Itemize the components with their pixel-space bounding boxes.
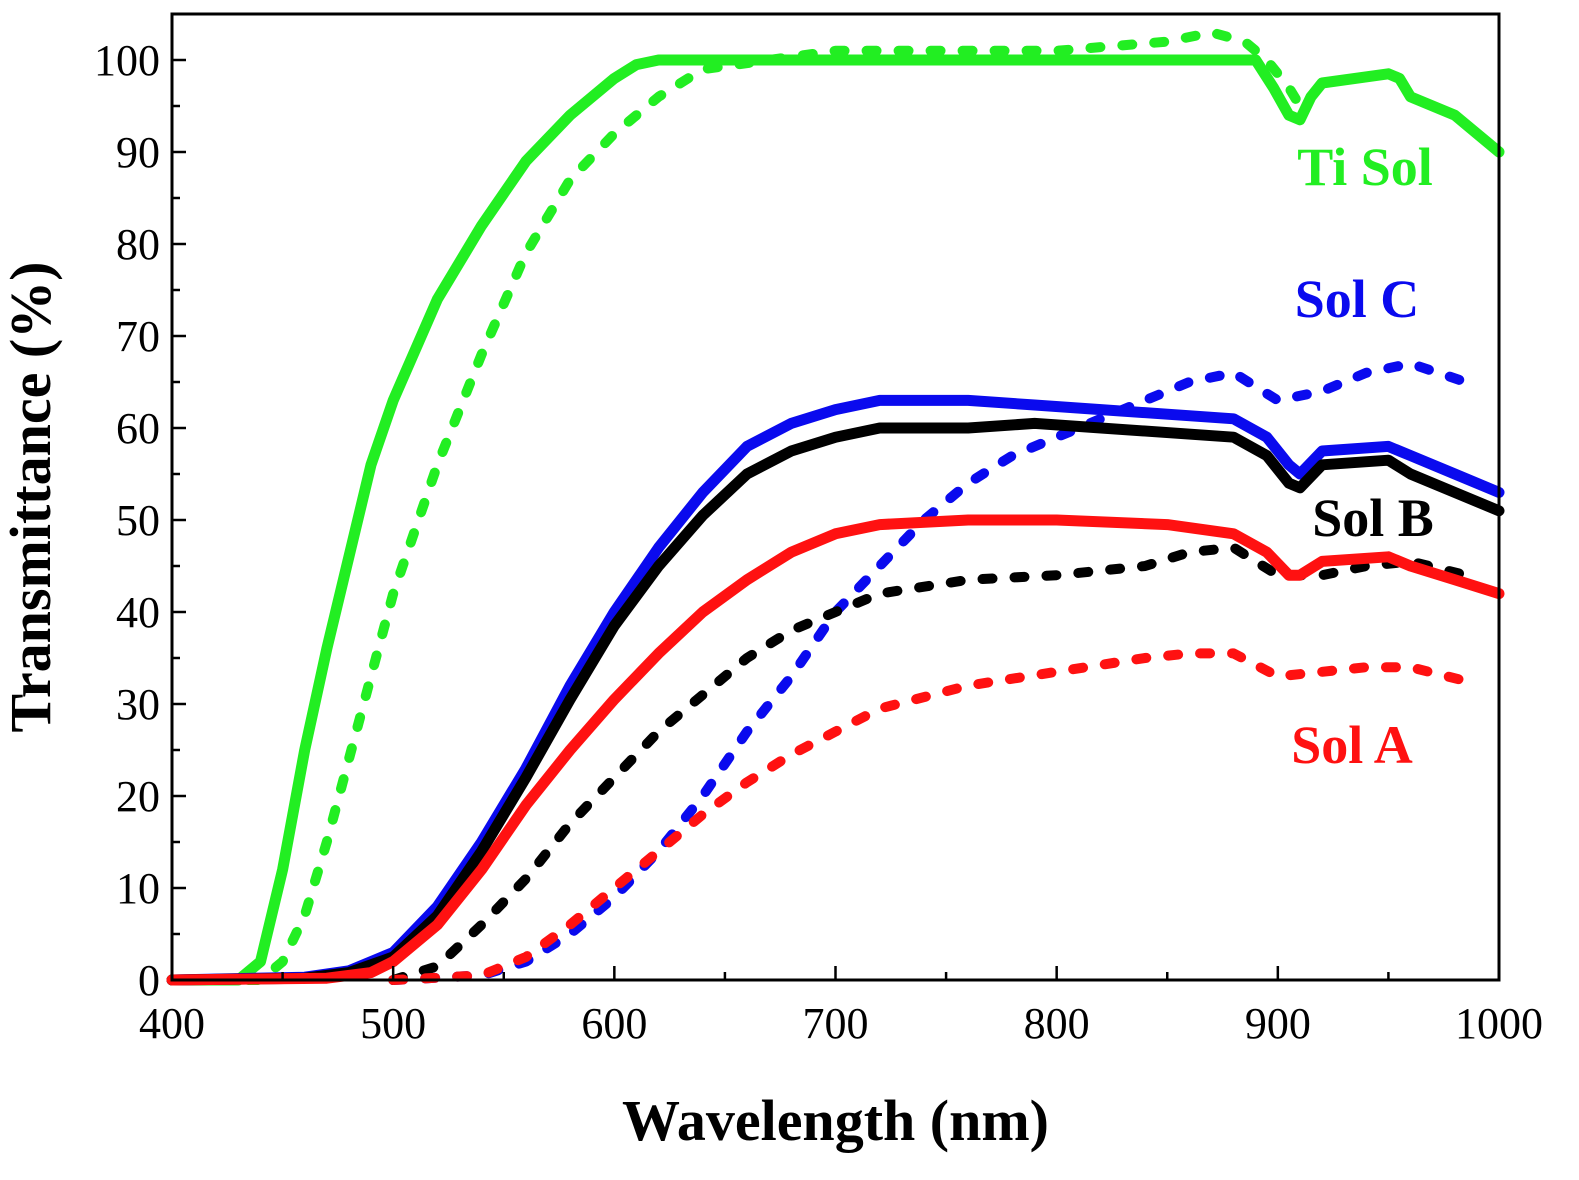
y-tick-label: 70 (116, 312, 160, 361)
y-tick-label: 20 (116, 772, 160, 821)
y-tick-label: 50 (116, 496, 160, 545)
y-tick-label: 100 (94, 36, 160, 85)
y-tick-label: 40 (116, 588, 160, 637)
series-label-sol-c: Sol C (1295, 269, 1420, 329)
y-tick-label: 0 (138, 956, 160, 1005)
y-axis-title: Transmittance (%) (0, 262, 63, 733)
series-line-sol-a-dotted (388, 648, 1471, 985)
x-tick-label: 700 (803, 999, 869, 1048)
series-line-ti-sol-dotted (211, 27, 1305, 985)
series-line-sol-c-dotted (388, 358, 1471, 985)
y-tick-label: 10 (116, 864, 160, 913)
series-line-sol-b-solid (166, 417, 1505, 986)
x-axis-title: Wavelength (nm) (622, 1088, 1049, 1153)
series-line-sol-a-solid (166, 514, 1505, 986)
y-tick-label: 90 (116, 128, 160, 177)
series-line-ti-sol-solid (166, 54, 1505, 986)
x-tick-label: 500 (360, 999, 426, 1048)
x-tick-label: 600 (581, 999, 647, 1048)
series-label-sol-a: Sol A (1291, 715, 1413, 775)
x-tick-label: 800 (1024, 999, 1090, 1048)
x-tick-label: 1000 (1455, 999, 1543, 1048)
y-tick-label: 60 (116, 404, 160, 453)
series-label-sol-b: Sol B (1312, 488, 1434, 548)
x-tick-label: 400 (139, 999, 205, 1048)
y-tick-label: 30 (116, 680, 160, 729)
y-tick-label: 80 (116, 220, 160, 269)
series-label-ti-sol: Ti Sol (1297, 137, 1433, 197)
x-tick-label: 900 (1245, 999, 1311, 1048)
